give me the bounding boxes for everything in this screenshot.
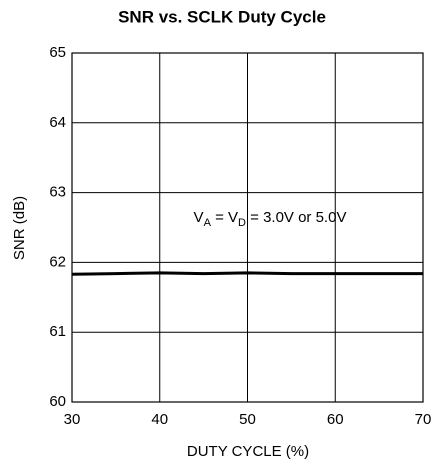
annotation-part: = V [211, 209, 238, 226]
annotation-part: D [238, 217, 246, 229]
x-axis-label: DUTY CYCLE (%) [187, 443, 309, 460]
y-tick-label: 61 [49, 323, 66, 340]
x-tick-label: 50 [239, 411, 256, 428]
annotation: VA = VD = 3.0V or 5.0V [194, 209, 347, 229]
annotation-part: = 3.0V or 5.0V [246, 209, 346, 226]
data-line [71, 271, 423, 276]
y-tick-label: 63 [49, 184, 66, 201]
x-tick-label: 40 [151, 411, 168, 428]
x-tick-label: 30 [64, 411, 81, 428]
y-tick-label: 64 [49, 114, 66, 131]
y-tick-label: 60 [49, 393, 66, 410]
annotation-part: V [194, 209, 204, 226]
chart-title: SNR vs. SCLK Duty Cycle [118, 7, 326, 26]
x-tick-label: 70 [415, 411, 432, 428]
y-tick-label: 62 [49, 253, 66, 270]
x-tick-label: 60 [327, 411, 344, 428]
y-axis-label: SNR (dB) [11, 196, 28, 260]
y-tick-label: 65 [49, 44, 66, 61]
annotation-part: A [204, 217, 212, 229]
